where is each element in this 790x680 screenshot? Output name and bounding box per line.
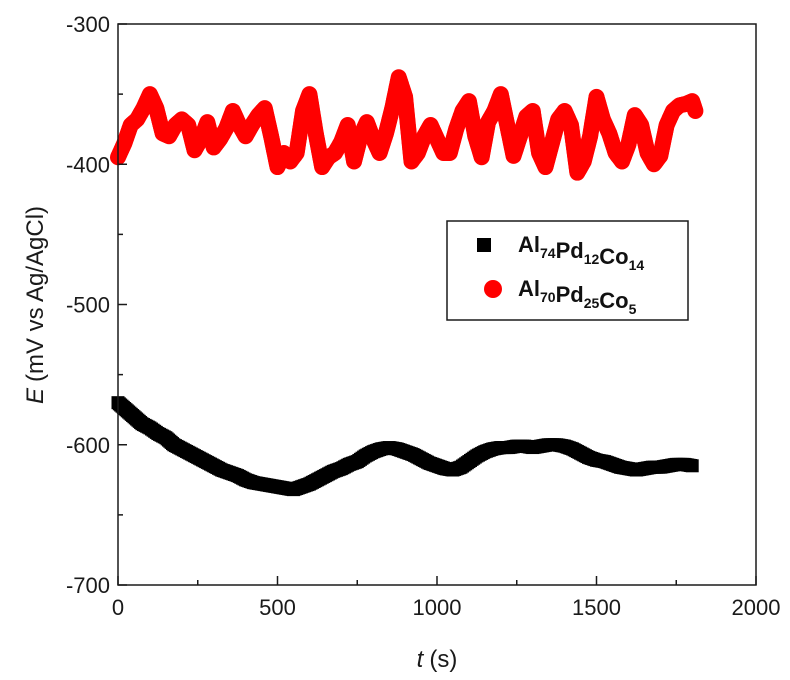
legend-item: Al74Pd12Co14 xyxy=(477,232,644,273)
y-tick-label: -500 xyxy=(66,293,110,318)
series-layer xyxy=(110,69,704,497)
legend-subscript: 14 xyxy=(629,257,645,273)
y-tick-label: -300 xyxy=(66,12,110,37)
data-point xyxy=(687,102,704,119)
series-1 xyxy=(111,396,699,497)
x-axis-symbol: t xyxy=(417,646,425,673)
legend-element: Al xyxy=(518,276,540,301)
legend-label: Al70Pd25Co5 xyxy=(518,276,637,317)
x-tick-label: 1000 xyxy=(413,595,462,620)
legend-box xyxy=(446,220,689,321)
legend-subscript: 74 xyxy=(540,245,556,261)
legend-subscript: 12 xyxy=(584,251,600,267)
y-axis-symbol: E xyxy=(22,387,49,404)
x-tick-label: 1500 xyxy=(572,595,621,620)
legend-element: Co xyxy=(599,288,628,313)
x-axis-unit: (s) xyxy=(429,646,457,673)
x-tick-label: 2000 xyxy=(732,595,781,620)
y-tick-label: -400 xyxy=(66,152,110,177)
legend-subscript: 5 xyxy=(629,301,637,317)
x-tick-label: 0 xyxy=(112,595,124,620)
y-tick-label: -700 xyxy=(66,573,110,598)
legend-subscript: 70 xyxy=(540,289,556,305)
x-axis-title: t (s) xyxy=(417,646,458,673)
legend-marker xyxy=(477,238,491,252)
legend-element: Pd xyxy=(556,282,584,307)
legend-element: Al xyxy=(518,232,540,257)
legend-subscript: 25 xyxy=(584,295,600,311)
legend-label: Al74Pd12Co14 xyxy=(518,232,644,273)
x-tick-label: 500 xyxy=(259,595,296,620)
legend-element: Pd xyxy=(556,238,584,263)
series-2 xyxy=(110,69,704,181)
plot-area xyxy=(110,23,757,586)
data-point xyxy=(685,459,699,473)
y-tick-label: -600 xyxy=(66,433,110,458)
legend-item: Al70Pd25Co5 xyxy=(484,276,637,317)
y-axis-unit: (mV vs Ag/AgCl) xyxy=(22,206,49,382)
legend-element: Co xyxy=(599,244,628,269)
axes-layer: 0 500 1000 1500 2000 -700 -600 -500 -400 -300 xyxy=(66,12,781,620)
y-axis-title: E (mV vs Ag/AgCl) xyxy=(22,206,49,404)
legend-marker xyxy=(484,280,502,298)
